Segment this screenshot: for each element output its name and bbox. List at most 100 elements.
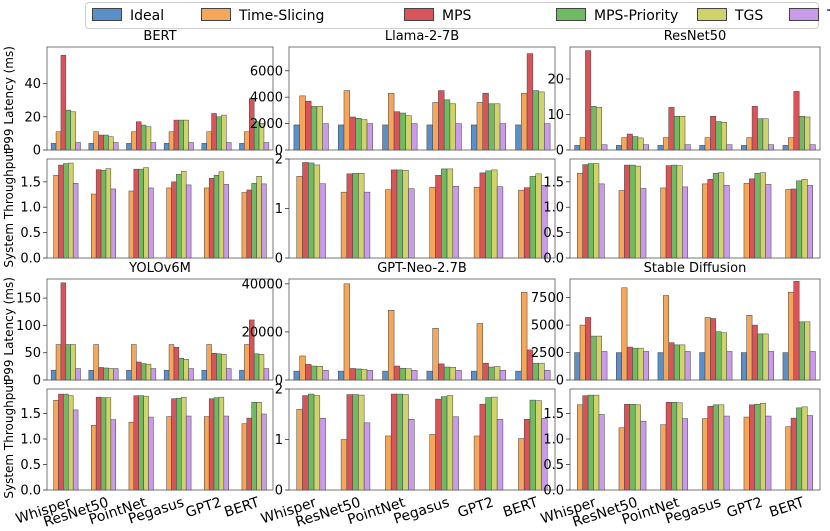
bar (249, 319, 255, 381)
bar (707, 179, 714, 259)
bar (239, 369, 245, 381)
x-tick-label: GPT2 (456, 495, 496, 522)
x-tick-label: BERT (222, 494, 261, 520)
y-tick-label: 0.5 (543, 226, 564, 241)
bar (601, 144, 608, 151)
bar (313, 395, 321, 491)
chart-panel: 0 2000 4000 6000 Llama-2-7B (250, 29, 556, 159)
bar (541, 184, 548, 259)
bar (110, 419, 116, 491)
bar (629, 404, 636, 491)
bar (358, 394, 365, 491)
bar (382, 124, 389, 151)
y-tick-label: 1.0 (20, 201, 41, 216)
bar (621, 137, 628, 151)
bar (479, 403, 486, 491)
bar (60, 282, 67, 381)
bar (535, 173, 542, 259)
y-tick-label: 4000 (250, 91, 283, 106)
bar (762, 118, 769, 151)
bar (50, 143, 57, 151)
bar (206, 344, 212, 381)
plot-frame (288, 278, 556, 381)
bar (455, 370, 462, 381)
legend-swatch (789, 8, 819, 21)
bar (496, 419, 504, 491)
bar (515, 370, 522, 381)
bar (788, 291, 794, 381)
bar (128, 421, 135, 491)
bar (113, 368, 119, 381)
bar (163, 143, 170, 151)
bar (426, 124, 433, 151)
bar (455, 123, 462, 151)
bar (150, 368, 157, 381)
bar (541, 418, 548, 491)
bar (55, 344, 62, 381)
bar (544, 123, 551, 151)
bar (218, 171, 225, 259)
bar (226, 368, 232, 381)
bar (178, 357, 184, 381)
bar (432, 102, 439, 151)
bar (491, 169, 498, 259)
bar (70, 344, 76, 381)
bar (93, 131, 99, 151)
bar (523, 419, 531, 491)
legend-swatch (201, 8, 231, 21)
bar (751, 106, 758, 151)
bar (226, 142, 232, 151)
legend-item: Tally (789, 7, 830, 25)
bar (751, 324, 758, 381)
bar (601, 351, 608, 381)
bar (211, 113, 217, 151)
bar (741, 352, 747, 381)
bar (95, 169, 102, 259)
bar (246, 417, 252, 491)
bar (443, 366, 451, 381)
bar (676, 165, 683, 259)
bar (470, 370, 478, 381)
bar (798, 321, 805, 381)
plot-frame (569, 46, 821, 151)
bar (718, 404, 725, 491)
bar (485, 170, 492, 259)
chart-panel: 0 20000 40000 GPT-Neo-2.7B (242, 261, 556, 389)
bar (388, 310, 395, 381)
y-tick-label: 0.0 (20, 484, 41, 499)
y-tick-label: 10 (547, 108, 564, 123)
bar (396, 393, 403, 491)
chart-title: YOLOv6M (128, 261, 191, 276)
bar (743, 416, 750, 491)
plot-frame (288, 46, 556, 151)
bar (173, 119, 180, 151)
bar (402, 170, 409, 259)
bar (221, 114, 227, 151)
bar (308, 393, 315, 491)
bar (361, 119, 368, 151)
y-tick-label: 40000 (242, 277, 283, 292)
y-tick-label: 150 (16, 292, 41, 307)
bar (438, 363, 445, 381)
bar (712, 404, 719, 491)
bar (782, 145, 789, 151)
bar (749, 178, 756, 259)
chart-panel: 0.00.51.01.5WhisperResNet50PointNetPegas… (14, 388, 274, 531)
bar (429, 186, 436, 259)
bar (643, 351, 649, 381)
bar (176, 397, 182, 491)
bar (432, 328, 439, 381)
bar (518, 189, 525, 259)
bar (757, 118, 764, 151)
y-tick-label: 0 (33, 374, 41, 389)
bar (166, 416, 172, 491)
legend-item: Time-Slicing (201, 7, 324, 25)
bar (58, 393, 64, 491)
bar (63, 393, 69, 491)
legend-item: MPS-Priority (556, 7, 678, 25)
bar (63, 163, 69, 259)
bar (256, 176, 262, 259)
bar (319, 418, 326, 491)
bar (529, 176, 536, 259)
bar (405, 115, 412, 151)
